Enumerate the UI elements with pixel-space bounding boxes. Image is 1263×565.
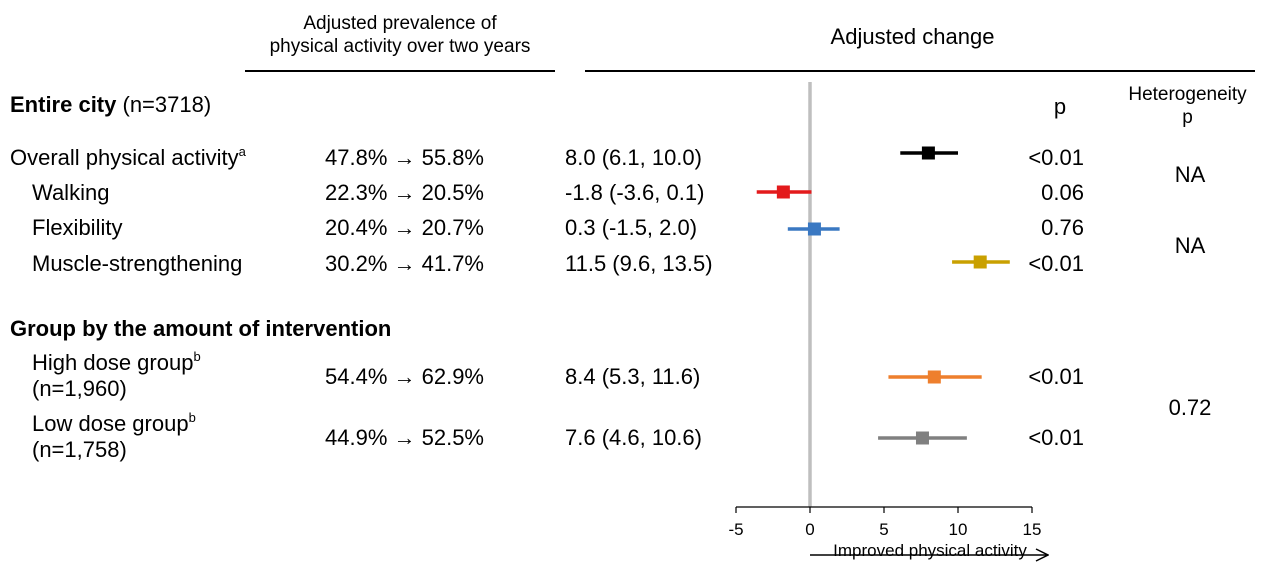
row-p-muscle: <0.01 [1028, 251, 1084, 276]
change-header-rule [585, 70, 1255, 72]
row-p-low-dose: <0.01 [1028, 425, 1084, 450]
entire-city-n: (n=3718) [116, 92, 212, 117]
prevalence-header-rule [245, 70, 555, 72]
tick-label-15: 15 [1022, 520, 1042, 539]
tick-label-minus5: -5 [728, 520, 744, 539]
row-change-walking: -1.8 (-3.6, 0.1) [565, 180, 705, 205]
row-label-muscle: Muscle-strengthening [32, 251, 243, 276]
heterogeneity-flex-muscle: NA [1174, 233, 1206, 258]
row-p-walking: 0.06 [1041, 180, 1084, 205]
heterogeneity-header: Heterogeneity p [1110, 83, 1263, 129]
entire-city-title: Entire city [10, 92, 117, 117]
point-estimate [927, 370, 941, 384]
row-prevalence-muscle: 30.2% → 41.7% [325, 251, 484, 276]
row-p-high-dose: <0.01 [1028, 364, 1084, 389]
tick-label-5: 5 [879, 520, 889, 539]
row-change-overall: 8.0 (6.1, 10.0) [565, 145, 702, 170]
p-header: p [1053, 94, 1067, 119]
point-estimate [807, 222, 821, 236]
prevalence-header: Adjusted prevalence of physical activity… [245, 12, 555, 58]
prevalence-header-line2: physical activity over two years [269, 36, 531, 57]
heterogeneity-header-line1: Heterogeneity [1128, 84, 1247, 105]
entire-city-section: Entire city (n=3718) [10, 92, 211, 118]
row-p-overall: <0.01 [1028, 145, 1084, 170]
row-prevalence-low-dose: 44.9% → 52.5% [325, 425, 484, 450]
row-label-high-dose: High dose groupb (n=1,960) [32, 349, 201, 401]
change-header: Adjusted change [830, 24, 995, 49]
point-estimate [915, 431, 929, 445]
row-label-walking: Walking [32, 180, 110, 205]
row-label-overall: Overall physical activitya [10, 144, 246, 170]
point-estimate [776, 185, 790, 199]
row-change-low-dose: 7.6 (4.6, 10.6) [565, 425, 702, 450]
prevalence-header-line1: Adjusted prevalence of [303, 13, 497, 34]
point-estimate [973, 255, 987, 269]
row-prevalence-overall: 47.8% → 55.8% [325, 145, 484, 170]
row-change-muscle: 11.5 (9.6, 13.5) [565, 251, 713, 276]
row-prevalence-flexibility: 20.4% → 20.7% [325, 215, 484, 240]
heterogeneity-header-line2: p [1182, 107, 1193, 128]
row-prevalence-high-dose: 54.4% → 62.9% [325, 364, 484, 389]
plot-layer [735, 82, 1033, 513]
group-by-section: Group by the amount of intervention [10, 316, 392, 341]
row-label-flexibility: Flexibility [32, 215, 123, 240]
heterogeneity-overall-walking: NA [1174, 162, 1206, 187]
row-change-high-dose: 8.4 (5.3, 11.6) [565, 364, 701, 389]
tick-label-0: 0 [805, 520, 815, 539]
point-estimate [921, 146, 935, 160]
row-change-flexibility: 0.3 (-1.5, 2.0) [565, 215, 698, 240]
direction-label: Improved physical activity [833, 541, 1027, 560]
row-label-low-dose: Low dose groupb (n=1,758) [32, 410, 196, 462]
row-prevalence-walking: 22.3% → 20.5% [325, 180, 484, 205]
heterogeneity-dose: 0.72 [1168, 395, 1212, 420]
tick-label-10: 10 [948, 520, 968, 539]
row-p-flexibility: 0.76 [1041, 215, 1084, 240]
